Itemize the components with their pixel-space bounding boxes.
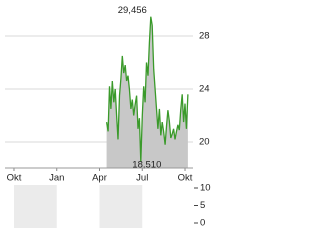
volume-band [13, 185, 57, 228]
y-tick-label: 20 [199, 137, 210, 148]
volume-tick-label: 5 [200, 200, 205, 211]
line [105, 16, 189, 162]
x-tick-label: Jul [136, 173, 148, 184]
y-tick-label: 24 [199, 84, 210, 95]
volume-tick-label: 0 [200, 218, 205, 229]
value-label: 29,456 [118, 5, 147, 16]
volume-band [99, 185, 143, 228]
y-tick-label: 28 [199, 30, 210, 41]
chart: 0 5 10 20 24 28 Okt Jan Apr Jul Okt 18,510 29,456 [5, 5, 211, 229]
volume-tick-label: 10 [200, 183, 211, 194]
x-tick-label: Okt [7, 173, 22, 184]
x-tick-label: Apr [92, 173, 107, 184]
area [106, 16, 188, 169]
value-label: 18,510 [132, 159, 161, 170]
page: {"chart_data": { "type": "line", "xticks… [5, 5, 211, 229]
x-tick-label: Okt [178, 173, 193, 184]
x-tick-label: Jan [49, 173, 64, 184]
